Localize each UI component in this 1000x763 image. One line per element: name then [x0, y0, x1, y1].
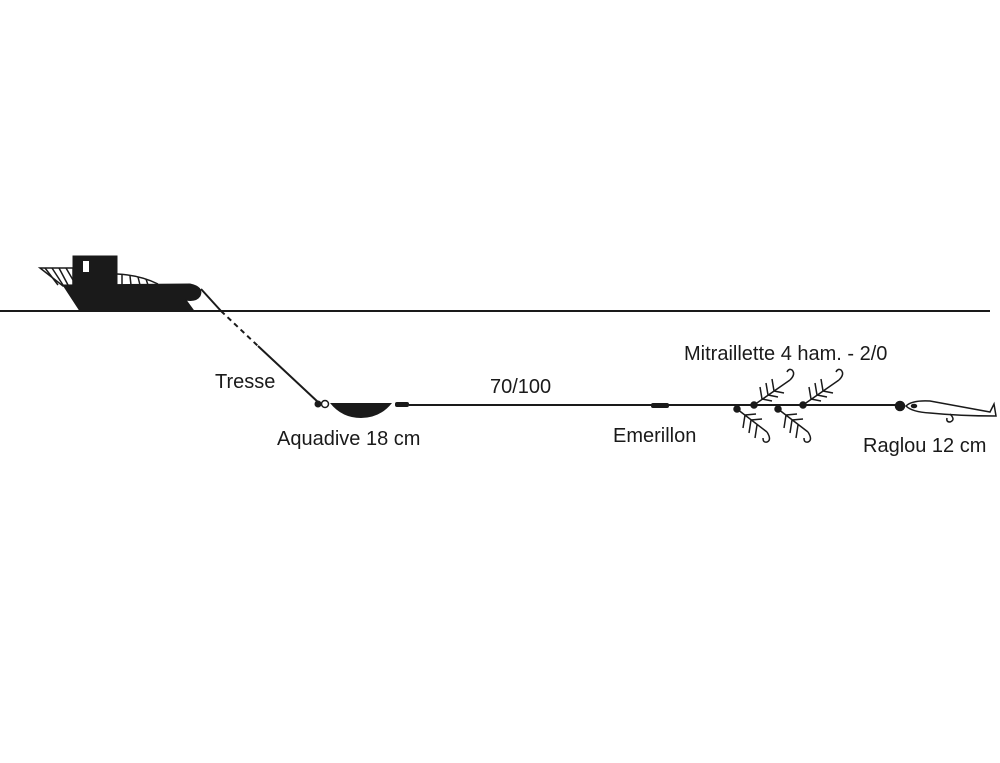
- tresse-label: Tresse: [215, 371, 275, 393]
- hook-down-2: [774, 405, 812, 443]
- raglou-lure-icon: [894, 400, 997, 423]
- boat-icon: [37, 255, 202, 312]
- aquadive-icon: [314, 399, 409, 418]
- hook-up-2: [799, 368, 844, 409]
- aquadive-label: Aquadive 18 cm: [277, 428, 420, 450]
- line-label: 70/100: [490, 376, 551, 398]
- raglou-label: Raglou 12 cm: [863, 435, 986, 457]
- mitraillette-label: Mitraillette 4 ham. - 2/0: [684, 343, 887, 365]
- hook-up-1: [750, 368, 795, 409]
- hook-down-1: [733, 405, 771, 443]
- swivel-icon: [651, 403, 669, 408]
- emerillon-label: Emerillon: [613, 425, 696, 447]
- mitraillette-hooks-icon: [733, 368, 844, 443]
- braid-line: [200, 288, 320, 404]
